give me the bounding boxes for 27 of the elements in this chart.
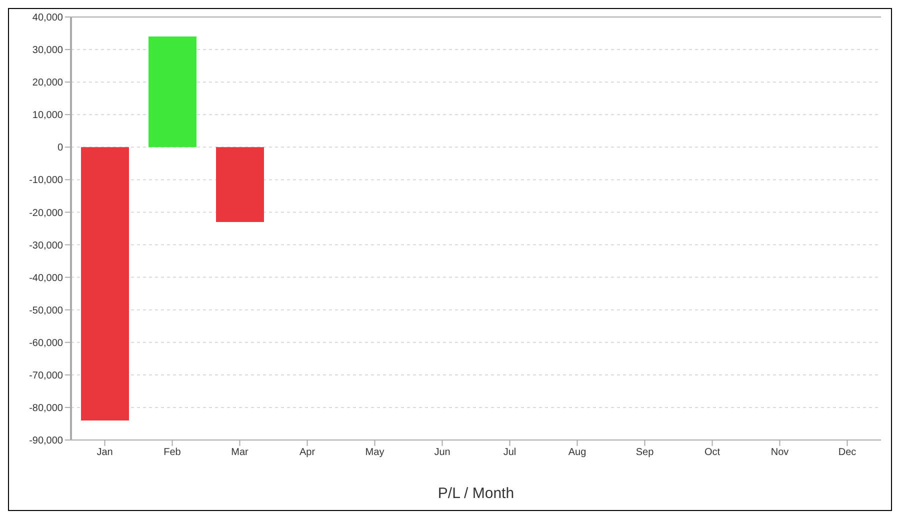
x-tick-label: Jun [434, 447, 450, 458]
y-tick-label: 30,000 [32, 45, 64, 56]
y-tick-label: 20,000 [32, 78, 64, 89]
y-tick-label: -50,000 [29, 305, 64, 316]
x-tick-label: May [365, 447, 384, 458]
x-tick-label: Nov [770, 447, 789, 458]
x-tick-label: Dec [838, 447, 856, 458]
y-tick-label: 10,000 [32, 110, 64, 122]
y-tick-label: -20,000 [29, 208, 64, 219]
y-tick-label: -80,000 [29, 403, 64, 414]
x-tick-label: Feb [164, 447, 182, 458]
y-tick-label: 40,000 [32, 12, 64, 24]
y-tick-label: -60,000 [29, 338, 64, 349]
y-tick-label: -30,000 [29, 240, 64, 252]
x-tick-label: Jul [503, 447, 516, 458]
x-tick-label: Sep [636, 447, 654, 458]
x-tick-label: Jan [96, 447, 113, 458]
y-tick-label: -10,000 [29, 175, 64, 186]
x-tick-label: Aug [568, 447, 586, 458]
x-tick-label: Mar [231, 447, 250, 458]
y-tick-label: -90,000 [29, 436, 64, 447]
x-tick-label: Apr [299, 447, 316, 458]
x-axis-title: P/L / Month [438, 485, 514, 502]
x-tick-label: Oct [704, 447, 720, 458]
y-tick-label: 0 [57, 142, 64, 154]
y-tick-label: -40,000 [29, 272, 64, 284]
y-tick-label: -70,000 [29, 370, 64, 382]
